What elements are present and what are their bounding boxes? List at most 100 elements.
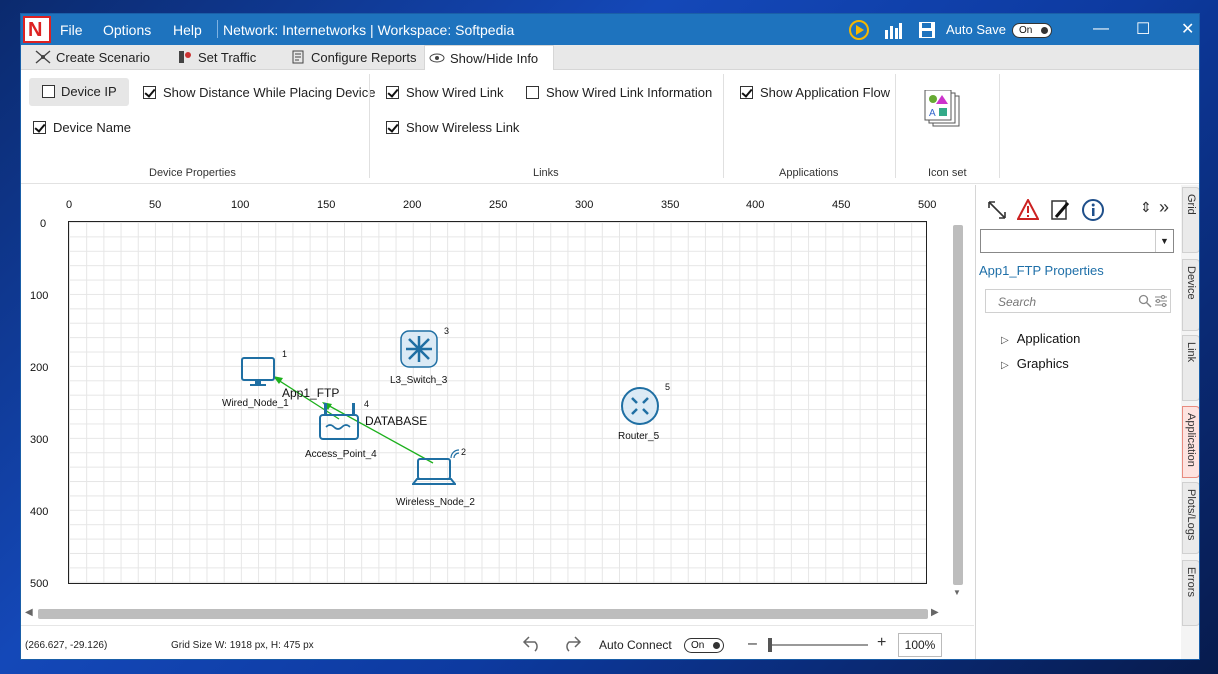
node-label: Wired_Node_1 [222,398,289,409]
zoom-slider[interactable] [768,644,868,646]
y-tick: 400 [30,506,49,518]
tab-show-hide-info[interactable]: Show/Hide Info [424,45,554,70]
side-tab-application[interactable]: Application [1182,406,1199,478]
grid-size-text: Grid Size W: 1918 px, H: 475 px [171,640,314,651]
undo-icon[interactable] [521,634,543,652]
device-name-box[interactable] [33,121,46,134]
scroll-left-icon[interactable]: ◀ [25,607,33,618]
tab-set-traffic[interactable]: Set Traffic [173,45,256,70]
save-icon[interactable] [917,20,937,40]
close-icon[interactable]: ✕ [1181,21,1195,38]
group-icon-set: Icon set [928,167,967,179]
x-tick: 100 [231,199,250,211]
icon-set-icon[interactable]: A [923,90,965,130]
zoom-slider-thumb[interactable] [768,638,772,652]
chevron-down-icon[interactable]: ▼ [1155,230,1173,252]
horizontal-scrollbar[interactable] [38,609,928,619]
ribbon-separator [369,74,370,178]
scroll-down-icon[interactable]: ▼ [953,588,961,597]
node-id: 5 [665,382,671,392]
zoom-out-icon[interactable]: – [748,635,757,652]
autosave-toggle[interactable]: On [1012,23,1052,38]
autosave-label: Auto Save [946,22,1006,37]
show-wired-link-checkbox[interactable]: Show Wired Link [386,85,504,101]
app-logo: N [23,16,51,43]
property-selector[interactable]: ▼ [980,229,1174,253]
collapse-panel-icon[interactable]: » [1159,197,1170,217]
show-wired-link-info-checkbox[interactable]: Show Wired Link Information [526,85,712,101]
zoom-level[interactable]: 100% [898,633,942,657]
wireless-link [323,402,434,464]
window-title: Network: Internetworks | Workspace: Soft… [216,20,515,38]
report-icon [292,50,304,64]
vertical-scrollbar[interactable] [953,225,963,585]
filter-icon[interactable] [1154,294,1168,308]
show-app-flow-box[interactable] [740,86,753,99]
warning-icon[interactable] [1017,199,1039,221]
expand-icon[interactable] [986,199,1008,221]
desktop-icon[interactable] [240,356,276,388]
side-tab-link[interactable]: Link [1182,335,1199,401]
run-simulation-icon[interactable] [849,20,869,40]
traffic-icon [179,51,191,63]
device-ip-box[interactable] [42,85,55,98]
laptop-icon[interactable] [412,456,456,490]
tab-create-scenario[interactable]: Create Scenario [31,45,150,70]
zoom-in-icon[interactable]: + [877,634,887,651]
x-tick: 0 [66,199,73,211]
svg-text:A: A [929,108,936,119]
side-tab-grid[interactable]: Grid [1182,187,1199,253]
link-arrow-icon [273,376,283,384]
properties-title: App1_FTP Properties [979,263,1104,278]
expand-arrow-icon[interactable]: ▷ [1001,335,1009,346]
tree-item-application[interactable]: ▷ Application [1001,331,1081,346]
redo-icon[interactable] [561,634,583,652]
edit-document-icon[interactable] [1049,199,1071,221]
access-point-icon[interactable] [318,401,362,445]
router-icon[interactable] [620,386,660,426]
menu-help[interactable]: Help [173,22,202,38]
tab-configure-reports[interactable]: Configure Reports [286,45,417,70]
menu-options[interactable]: Options [103,22,152,38]
menu-file[interactable]: File [60,22,83,38]
show-wired-link-info-box[interactable] [526,86,539,99]
group-device-properties: Device Properties [149,167,236,179]
show-distance-box[interactable] [143,86,156,99]
switch-icon[interactable] [400,330,438,368]
grid-area[interactable] [68,221,927,584]
show-wireless-link-checkbox[interactable]: Show Wireless Link [386,120,519,136]
show-wireless-link-box[interactable] [386,121,399,134]
x-tick: 350 [661,199,680,211]
tree-item-graphics[interactable]: ▷ Graphics [1001,356,1069,371]
properties-panel: ⇕ » ▼ App1_FTP Properties Search ▷ Applic… [975,185,1180,659]
y-tick: 200 [30,362,49,374]
node-label: Wireless_Node_2 [396,497,475,508]
x-tick: 50 [149,199,162,211]
device-ip-checkbox[interactable]: Device IP [29,78,129,106]
maximize-icon[interactable]: ☐ [1136,21,1151,38]
node-id: 4 [364,399,370,409]
device-name-checkbox[interactable]: Device Name [33,120,131,136]
info-icon[interactable] [1082,199,1104,221]
search-icon[interactable] [1138,294,1152,308]
expand-arrow-icon[interactable]: ▷ [1001,360,1009,371]
auto-connect-toggle[interactable]: On [684,638,724,653]
side-tab-errors[interactable]: Errors [1182,560,1199,626]
minimize-icon[interactable]: — [1093,20,1109,37]
auto-connect-label: Auto Connect [599,638,672,652]
show-distance-checkbox[interactable]: Show Distance While Placing Device [143,85,375,101]
ribbon-panel: Device IP Show Distance While Placing De… [21,70,1199,184]
x-tick: 450 [832,199,851,211]
network-canvas[interactable]: 0 50 100 150 200 250 300 350 400 450 500… [21,185,974,624]
cursor-coordinates: (266.627, -29.126) [25,640,108,651]
side-tab-plots-logs[interactable]: Plots/Logs [1182,482,1199,554]
show-wired-link-box[interactable] [386,86,399,99]
scroll-right-icon[interactable]: ▶ [931,607,939,618]
show-app-flow-checkbox[interactable]: Show Application Flow [740,85,890,101]
analytics-icon[interactable] [883,20,903,40]
pin-icon[interactable]: ⇕ [1140,199,1152,215]
x-tick: 250 [489,199,508,211]
app-flow-label: App1_FTP [282,386,340,400]
eye-icon [429,53,445,63]
side-tab-device[interactable]: Device [1182,259,1199,331]
